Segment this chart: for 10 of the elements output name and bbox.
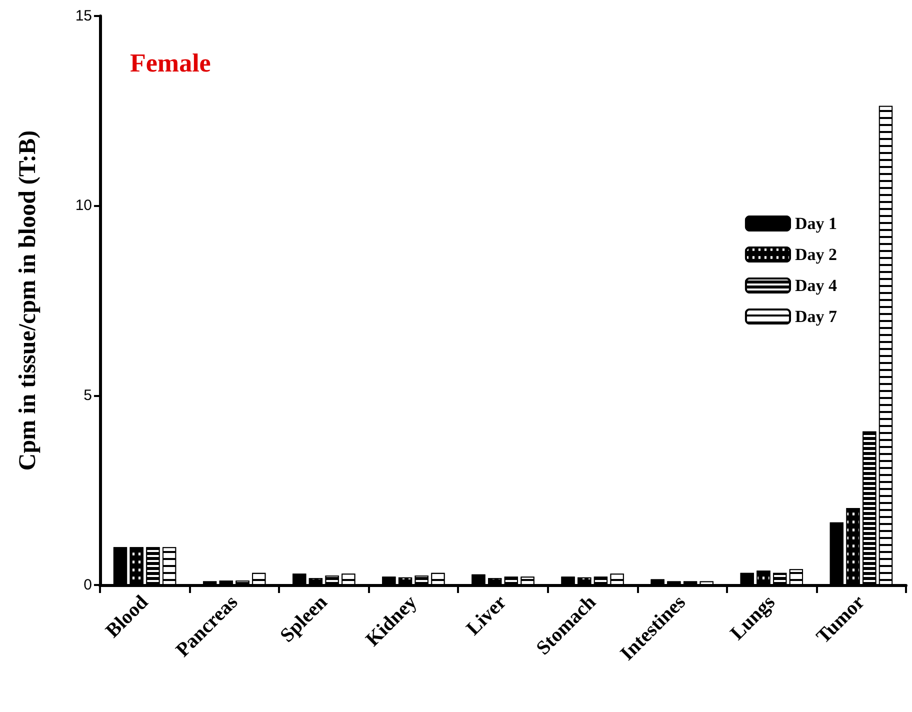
legend-label: Day 2 bbox=[794, 245, 838, 264]
y-tick-label: 10 bbox=[75, 197, 92, 214]
y-tick-label: 0 bbox=[84, 576, 92, 594]
legend-label: Day 7 bbox=[794, 307, 838, 326]
y-axis-title: Cpm in tissue/cpm in blood (T:B) bbox=[15, 130, 41, 471]
y-tick-label: 15 bbox=[75, 8, 92, 24]
text: Female bbox=[130, 48, 211, 78]
legend-label: Day 4 bbox=[794, 276, 838, 295]
legend-label: Day 1 bbox=[794, 214, 838, 233]
y-tick-label: 5 bbox=[84, 386, 92, 404]
